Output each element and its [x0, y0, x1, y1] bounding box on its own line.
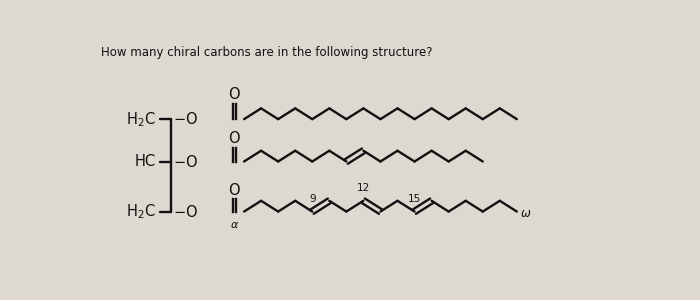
Text: H$_2$C: H$_2$C [126, 202, 156, 221]
Text: $-$O: $-$O [173, 111, 198, 127]
Text: $\omega$: $\omega$ [520, 207, 531, 220]
Text: $-$O: $-$O [173, 154, 198, 169]
Text: O: O [228, 87, 240, 102]
Text: H$_2$C: H$_2$C [126, 110, 156, 128]
Text: O: O [228, 131, 240, 146]
Text: O: O [228, 183, 240, 198]
Text: $\alpha$: $\alpha$ [230, 220, 239, 230]
Text: How many chiral carbons are in the following structure?: How many chiral carbons are in the follo… [102, 46, 433, 59]
Text: 12: 12 [357, 183, 370, 193]
Text: 15: 15 [408, 194, 421, 204]
Text: $-$O: $-$O [173, 204, 198, 220]
Text: 9: 9 [309, 194, 316, 204]
Text: HC: HC [135, 154, 156, 169]
